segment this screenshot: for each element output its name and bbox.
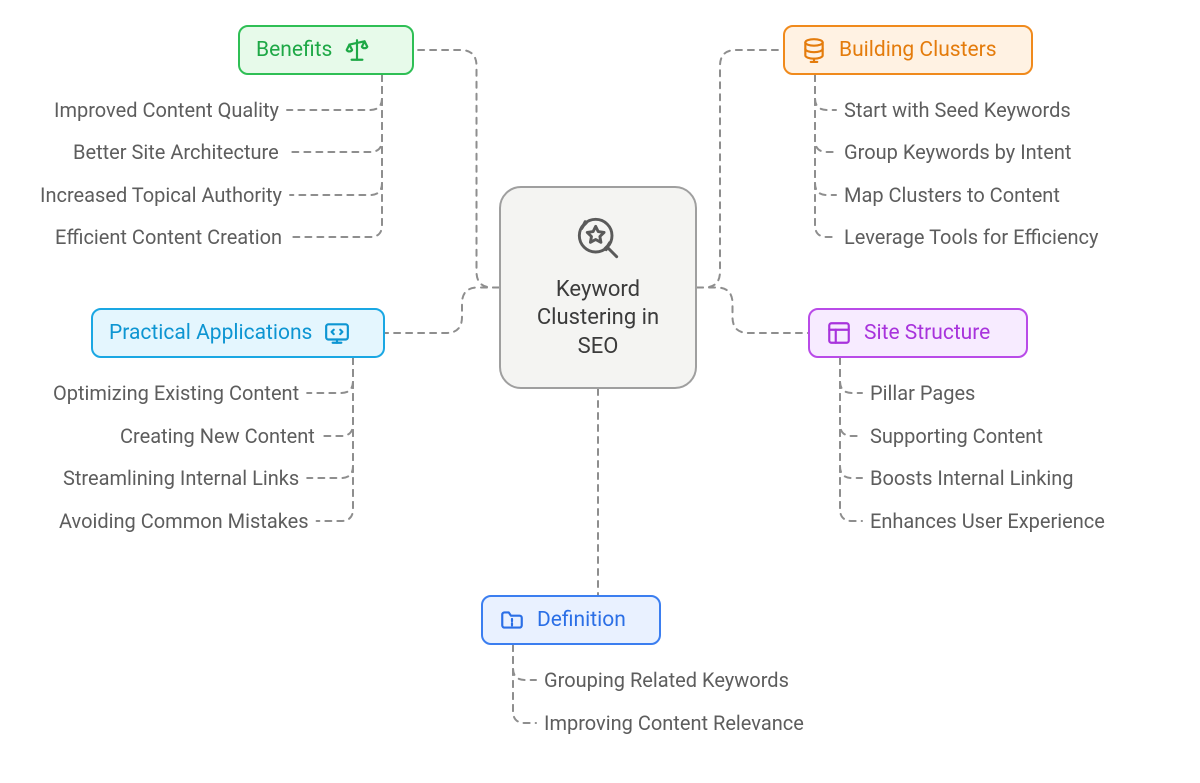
node-benefits: Benefits [238,25,414,75]
leaf-item: Leverage Tools for Efficiency [844,225,1098,249]
layout-icon [826,320,852,346]
search-star-icon [570,210,626,270]
node-practical: Practical Applications [91,308,385,358]
node-label: Practical Applications [109,321,312,345]
leaf-item: Pillar Pages [870,381,975,405]
leaf-item: Optimizing Existing Content [53,381,299,405]
leaf-item: Start with Seed Keywords [844,98,1071,122]
leaf-item: Increased Topical Authority [40,183,282,207]
leaf-item: Creating New Content [120,424,315,448]
node-structure: Site Structure [808,308,1028,358]
monitor-code-icon [324,320,350,346]
leaf-item: Grouping Related Keywords [544,668,789,692]
leaf-item: Map Clusters to Content [844,183,1060,207]
leaf-item: Improving Content Relevance [544,711,804,735]
leaf-item: Supporting Content [870,424,1043,448]
node-label: Building Clusters [839,38,997,62]
central-title: Keyword Clustering in SEO [519,276,677,362]
folder-icon [499,607,525,633]
scales-icon [344,37,370,63]
leaf-item: Streamlining Internal Links [63,466,299,490]
leaf-item: Improved Content Quality [54,98,279,122]
leaf-item: Enhances User Experience [870,509,1105,533]
leaf-item: Better Site Architecture [73,140,279,164]
database-icon [801,37,827,63]
central-node: Keyword Clustering in SEO [499,186,697,389]
node-label: Definition [537,608,626,632]
node-building: Building Clusters [783,25,1033,75]
node-label: Site Structure [864,321,990,345]
node-label: Benefits [256,38,332,62]
leaf-item: Boosts Internal Linking [870,466,1074,490]
leaf-item: Group Keywords by Intent [844,140,1071,164]
leaf-item: Efficient Content Creation [55,225,282,249]
node-definition: Definition [481,595,661,645]
leaf-item: Avoiding Common Mistakes [59,509,309,533]
mindmap-canvas: Keyword Clustering in SEO Benefits Impro… [0,0,1200,783]
